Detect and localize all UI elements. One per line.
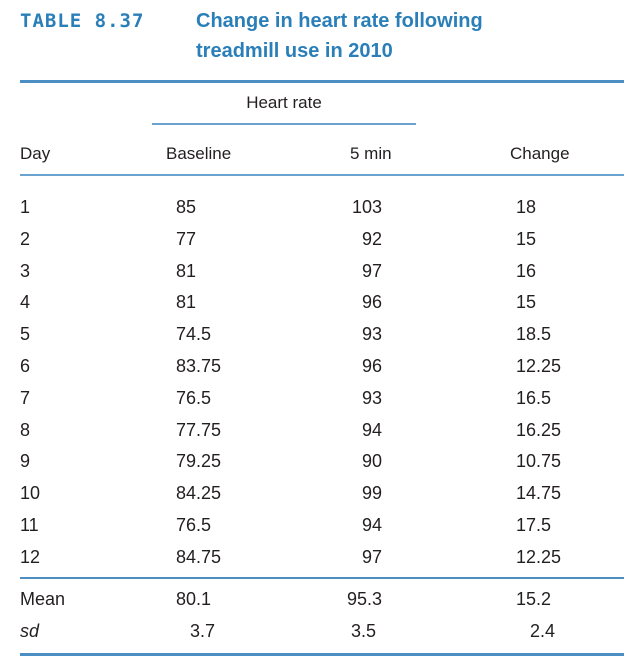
bottom-rule: [20, 653, 624, 656]
baseline-cell: 79.25: [176, 451, 222, 471]
baseline-cell: 84.25: [176, 483, 222, 503]
day-cell: 6: [20, 356, 31, 376]
baseline-cell: 81: [176, 261, 197, 281]
five-min-cell: 92: [361, 229, 382, 249]
column-header-5-min: 5 min: [350, 144, 392, 163]
day-cell: 12: [20, 547, 41, 567]
baseline-cell: 85: [176, 197, 197, 217]
table-title: Change in heart rate following treadmill…: [196, 6, 483, 66]
change-cell: 18: [516, 197, 537, 217]
table-title-line-2: treadmill use in 2010: [196, 40, 393, 62]
change-cell: 12.25: [516, 356, 562, 376]
summary-change-cell: 2.4: [530, 621, 556, 641]
five-min-cell: 94: [361, 515, 382, 535]
change-cell: 12.25: [516, 547, 562, 567]
change-cell: 18.5: [516, 324, 552, 344]
day-cell: 11: [20, 515, 39, 535]
baseline-cell: 76.5: [176, 515, 212, 535]
day-cell: 10: [20, 483, 41, 503]
baseline-cell: 83.75: [176, 356, 222, 376]
summary-five-min-cell: 95.3: [346, 589, 382, 609]
change-cell: 17.5: [516, 515, 552, 535]
column-header-rule: [20, 174, 624, 176]
five-min-cell: 96: [361, 292, 382, 312]
summary-baseline-cell: 80.1: [176, 589, 212, 609]
summary-change-cell: 15.2: [516, 589, 552, 609]
baseline-cell: 84.75: [176, 547, 222, 567]
summary-five-min-cell: 3.5: [350, 621, 376, 641]
day-cell: 2: [20, 229, 31, 249]
five-min-cell: 103: [351, 197, 382, 217]
column-header-change: Change: [510, 144, 570, 163]
day-cell: 4: [20, 292, 31, 312]
summary-label-cell: sd: [20, 621, 40, 641]
baseline-cell: 77: [176, 229, 197, 249]
five-min-cell: 96: [361, 356, 382, 376]
five-min-cell: 90: [361, 451, 382, 471]
summary-rule: [20, 577, 624, 579]
day-cell: 3: [20, 261, 31, 281]
five-min-cell: 94: [361, 420, 382, 440]
span-header-rule: [152, 123, 416, 125]
five-min-cell: 93: [361, 324, 382, 344]
table-number: TABLE 8.37: [20, 10, 145, 32]
baseline-cell: 76.5: [176, 388, 212, 408]
change-cell: 15: [516, 229, 537, 249]
top-rule: [20, 80, 624, 83]
five-min-cell: 97: [361, 261, 382, 281]
column-header-day: Day: [20, 144, 51, 163]
five-min-cell: 93: [361, 388, 382, 408]
five-min-cell: 99: [361, 483, 382, 503]
change-cell: 16.25: [516, 420, 562, 440]
five-min-cell: 97: [361, 547, 382, 567]
summary-baseline-cell: 3.7: [190, 621, 216, 641]
baseline-cell: 77.75: [176, 420, 222, 440]
day-cell: 5: [20, 324, 31, 344]
change-cell: 16.5: [516, 388, 552, 408]
change-cell: 15: [516, 292, 537, 312]
heart-rate-span-header: Heart rate: [246, 93, 322, 112]
day-cell: 7: [20, 388, 31, 408]
summary-label-cell: Mean: [20, 589, 66, 609]
change-cell: 16: [516, 261, 537, 281]
day-cell: 8: [20, 420, 31, 440]
change-cell: 14.75: [516, 483, 562, 503]
baseline-cell: 81: [176, 292, 197, 312]
change-cell: 10.75: [516, 451, 562, 471]
day-cell: 9: [20, 451, 31, 471]
column-header-baseline: Baseline: [166, 144, 232, 163]
day-cell: 1: [20, 197, 31, 217]
table-title-line-1: Change in heart rate following: [196, 10, 483, 32]
baseline-cell: 74.5: [176, 324, 212, 344]
